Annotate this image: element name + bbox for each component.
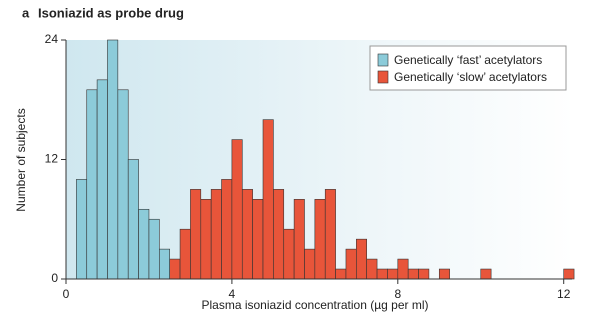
bar [418,268,430,280]
bar [127,159,139,280]
x-tick-label: 12 [557,287,571,301]
bar [293,199,305,280]
chart-title: Isoniazid as probe drug [38,5,184,20]
bar [190,189,202,280]
x-tick-label: 8 [394,287,401,301]
bar [397,258,409,280]
x-tick-label: 4 [229,287,236,301]
bar [221,179,233,280]
bar [356,238,367,280]
bar [231,139,243,280]
legend-swatch [377,53,389,67]
y-tick-label: 12 [45,152,59,166]
legend-label: Genetically ‘slow’ acetylators [394,70,547,84]
bar [200,199,212,280]
bar [407,268,419,280]
bar [273,189,285,280]
legend-label: Genetically ‘fast’ acetylators [394,53,542,67]
bar [345,248,357,280]
bar [324,189,336,280]
panel-label: a [22,5,30,20]
legend-box [369,45,567,91]
bar [179,228,191,280]
bar [210,189,222,280]
bar [480,268,492,280]
bar [107,39,119,280]
bar [96,79,108,280]
bar [86,89,98,280]
bar [148,218,160,280]
bar [438,268,450,280]
bar [304,248,316,280]
bar [366,258,378,280]
bar [169,258,181,280]
x-axis-label: Plasma isoniazid concentration (µg per m… [201,298,428,312]
y-tick-label: 24 [45,32,59,46]
bar [335,268,347,280]
bar [563,268,575,280]
bar [314,199,326,280]
bar [376,268,388,280]
bar [138,208,150,280]
legend-swatch [377,70,389,84]
bar [252,199,264,280]
bar [117,89,129,280]
bar [76,179,88,280]
bar [159,248,170,280]
y-tick-label: 0 [51,271,58,285]
bar [387,268,399,280]
bar [283,228,295,280]
bar [241,189,253,280]
x-tick-label: 0 [63,287,70,301]
y-axis-label: Number of subjects [14,108,28,211]
bar [262,119,274,280]
